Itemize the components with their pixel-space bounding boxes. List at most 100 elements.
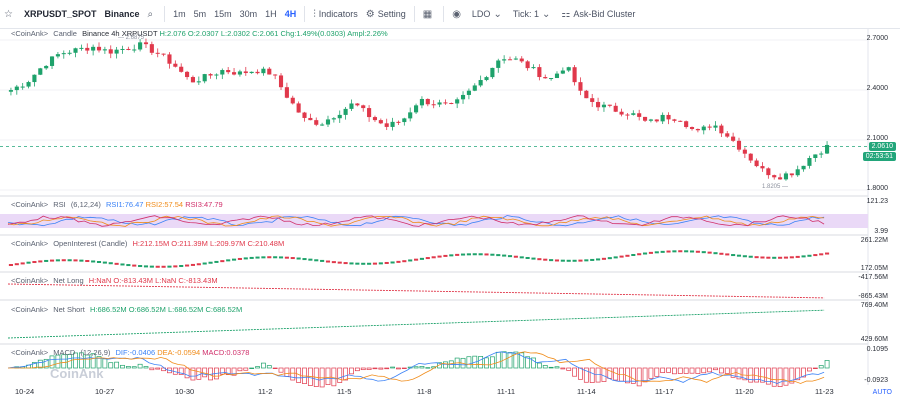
oi-bar [419,257,424,260]
macd-bar [466,356,472,369]
divider [413,6,415,22]
candle-body [549,78,554,80]
net-long-axis-label: -865.43M [858,293,888,300]
oi-bar [26,261,31,264]
macd-bar [771,367,777,387]
macd-bar [37,359,43,369]
candle-body [261,68,266,74]
oi-bar [296,257,301,260]
price-axis-label: 1.8000 [866,185,888,192]
legend-high: H:686.52M [89,305,127,314]
macd-bar [501,351,507,369]
oi-bar [502,254,507,257]
macd-bar [654,367,660,377]
tick-selector[interactable]: Tick: 1 ⌄ [509,0,558,28]
legend-low: L:209.97M [209,239,246,248]
macd-bar [167,367,172,374]
legend-name: OpenInterest (Candle) [53,239,128,248]
oi-bar [695,250,700,253]
x-axis-label: 11-14 [577,387,596,396]
timeframe-15m[interactable]: 15m [214,9,232,19]
macd-bar [437,362,442,369]
timeframe-5m[interactable]: 5m [193,9,207,19]
oi-bar [85,260,90,263]
macd-bar [96,356,102,369]
candle-body [466,90,471,95]
cluster-selector[interactable]: ⚏ Ask-Bid Cluster [557,0,639,28]
layout-button[interactable]: ▦ [419,0,439,28]
candle-body [138,42,143,50]
candle-body [284,87,289,98]
candle-body [819,153,824,155]
setting-button[interactable]: ⚙ Setting [362,0,410,28]
chevron-down-icon: ⌄ [542,8,551,20]
legend-low: L:NaN [155,276,177,285]
chart-canvas[interactable]: — 2.6875 1.8205 — [0,28,900,400]
current-price-tag: 2.0610 [868,142,896,151]
oi-bar [672,250,677,253]
candle-body [390,121,395,127]
auto-scale-button[interactable]: AUTO [872,389,892,396]
chart-area[interactable]: — 2.6875 1.8205 — <CoinAnk> Candle Binanc… [0,28,900,400]
symbol-label[interactable]: XRPUSDT_SPOT [23,9,97,19]
candle-body [443,102,448,104]
oi-bar [185,264,190,267]
macd-bar [595,367,601,383]
macd-bar [337,367,343,383]
candle-body [783,173,789,180]
candle-body [161,53,166,55]
candle-body [314,120,319,125]
candle-body [578,82,583,91]
oi-bar [713,252,718,255]
eye-icon: ◉ [452,8,461,20]
candle-body [795,169,800,176]
x-axis-label: 10-30 [175,387,195,396]
oi-bar [537,258,542,261]
legend-name: RSI [53,200,66,209]
favorite-star[interactable]: ☆ [0,0,20,28]
oi-bar [496,254,501,257]
indicators-button[interactable]: ⫶ Indicators [309,0,362,28]
ldo-label: LDO [471,9,491,19]
candle-body [502,59,507,61]
macd-bar [601,367,607,382]
candle-body [361,105,366,109]
timeframe-1m[interactable]: 1m [173,9,186,19]
candle-body [255,71,260,74]
legend-close: C:2.061 [252,29,279,38]
macd-bar [531,357,536,369]
timeframe-30m[interactable]: 30m [239,9,258,19]
timeframe-1h[interactable]: 1H [265,9,277,19]
net-long-legend: <CoinAnk> Net Long H:NaN O:-813.43M L:Na… [11,276,218,285]
oi-bar [273,256,278,259]
macd-bar [742,367,748,381]
macd-bar [607,367,613,379]
net-short-legend: <CoinAnk> Net Short H:686.52M O:686.52M … [11,305,242,314]
timeframe-4h[interactable]: 4H [284,9,297,19]
oi-bar [666,250,671,253]
oi-bar [731,254,736,257]
candle-body [408,112,413,119]
candle-body [273,74,278,76]
candle-body [226,70,231,73]
macd-bar [824,360,830,369]
eye-button[interactable]: ◉ [448,0,468,28]
candle-body [143,42,149,45]
macd-bar [689,367,695,374]
oi-bar [819,253,824,256]
macd-bar [219,367,225,375]
oi-bar [73,259,78,262]
oi-bar [795,255,800,258]
oi-bar [684,250,689,253]
ldo-selector[interactable]: LDO ⌄ [468,0,509,28]
legend-prefix: <CoinAnk> [11,305,49,314]
macd-bar [525,356,531,369]
legend-macd: MACD:0.0378 [202,348,250,357]
macd-bar [390,366,395,369]
candle-body [202,74,207,82]
candle-body [642,116,648,121]
macd-bar [795,367,801,381]
search-button[interactable]: ⌕ [144,0,161,28]
macd-bar [401,367,407,369]
candle-body [355,103,360,106]
